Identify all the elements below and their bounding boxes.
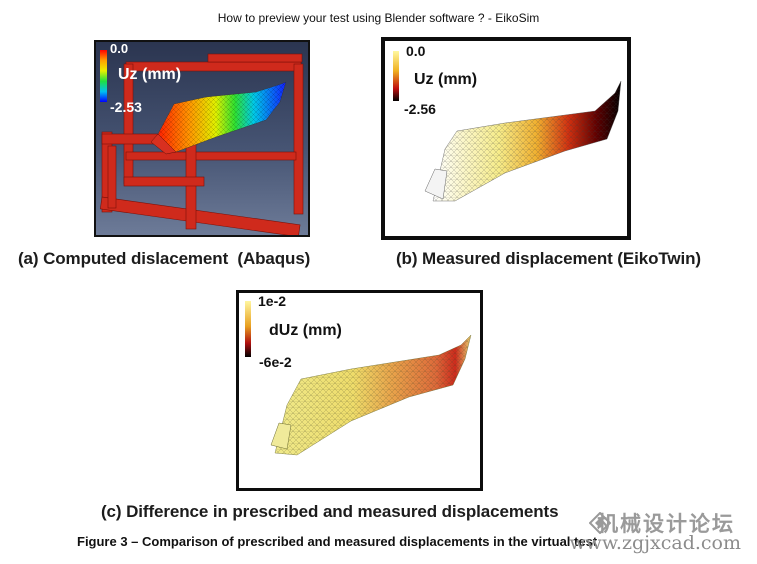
eikotwin-render bbox=[393, 51, 622, 202]
legend-label: Uz (mm) bbox=[414, 71, 478, 88]
legend-min: -2.53 bbox=[110, 99, 142, 115]
watermark: 机械设计论坛 www.zgjxcad.com bbox=[549, 508, 749, 556]
figure-caption: Figure 3 – Comparison of prescribed and … bbox=[77, 534, 598, 549]
abaqus-render bbox=[99, 50, 304, 235]
page-title: How to preview your test using Blender s… bbox=[217, 11, 540, 25]
legend-max: 1e-2 bbox=[258, 293, 287, 309]
panel-a-computed-displacement: 0.0 Uz (mm) -2.53 bbox=[94, 40, 310, 237]
panel-c-difference: 1e-2 dUz (mm) -6e-2 bbox=[236, 290, 483, 491]
legend-min: -6e-2 bbox=[259, 354, 292, 370]
caption-a: (a) Computed dislacement (Abaqus) bbox=[18, 249, 311, 268]
legend-max: 0.0 bbox=[110, 41, 129, 56]
legend-max: 0.0 bbox=[406, 43, 426, 59]
legend-label: dUz (mm) bbox=[269, 322, 342, 339]
legend-min: -2.56 bbox=[404, 101, 436, 117]
watermark-logo-icon bbox=[589, 512, 611, 534]
legend-colorbar bbox=[100, 50, 107, 102]
caption-b: (b) Measured displacement (EikoTwin) bbox=[396, 249, 701, 268]
watermark-url: www.zgjxcad.com bbox=[569, 532, 741, 554]
caption-c: (c) Difference in prescribed and measure… bbox=[101, 502, 559, 521]
difference-render bbox=[245, 301, 472, 456]
panel-b-measured-displacement: 0.0 Uz (mm) -2.56 bbox=[381, 37, 631, 240]
legend-label: Uz (mm) bbox=[118, 66, 182, 83]
watermark-site-name: 机械设计论坛 bbox=[597, 512, 735, 536]
legend-colorbar bbox=[393, 51, 399, 101]
legend-colorbar bbox=[245, 301, 251, 357]
